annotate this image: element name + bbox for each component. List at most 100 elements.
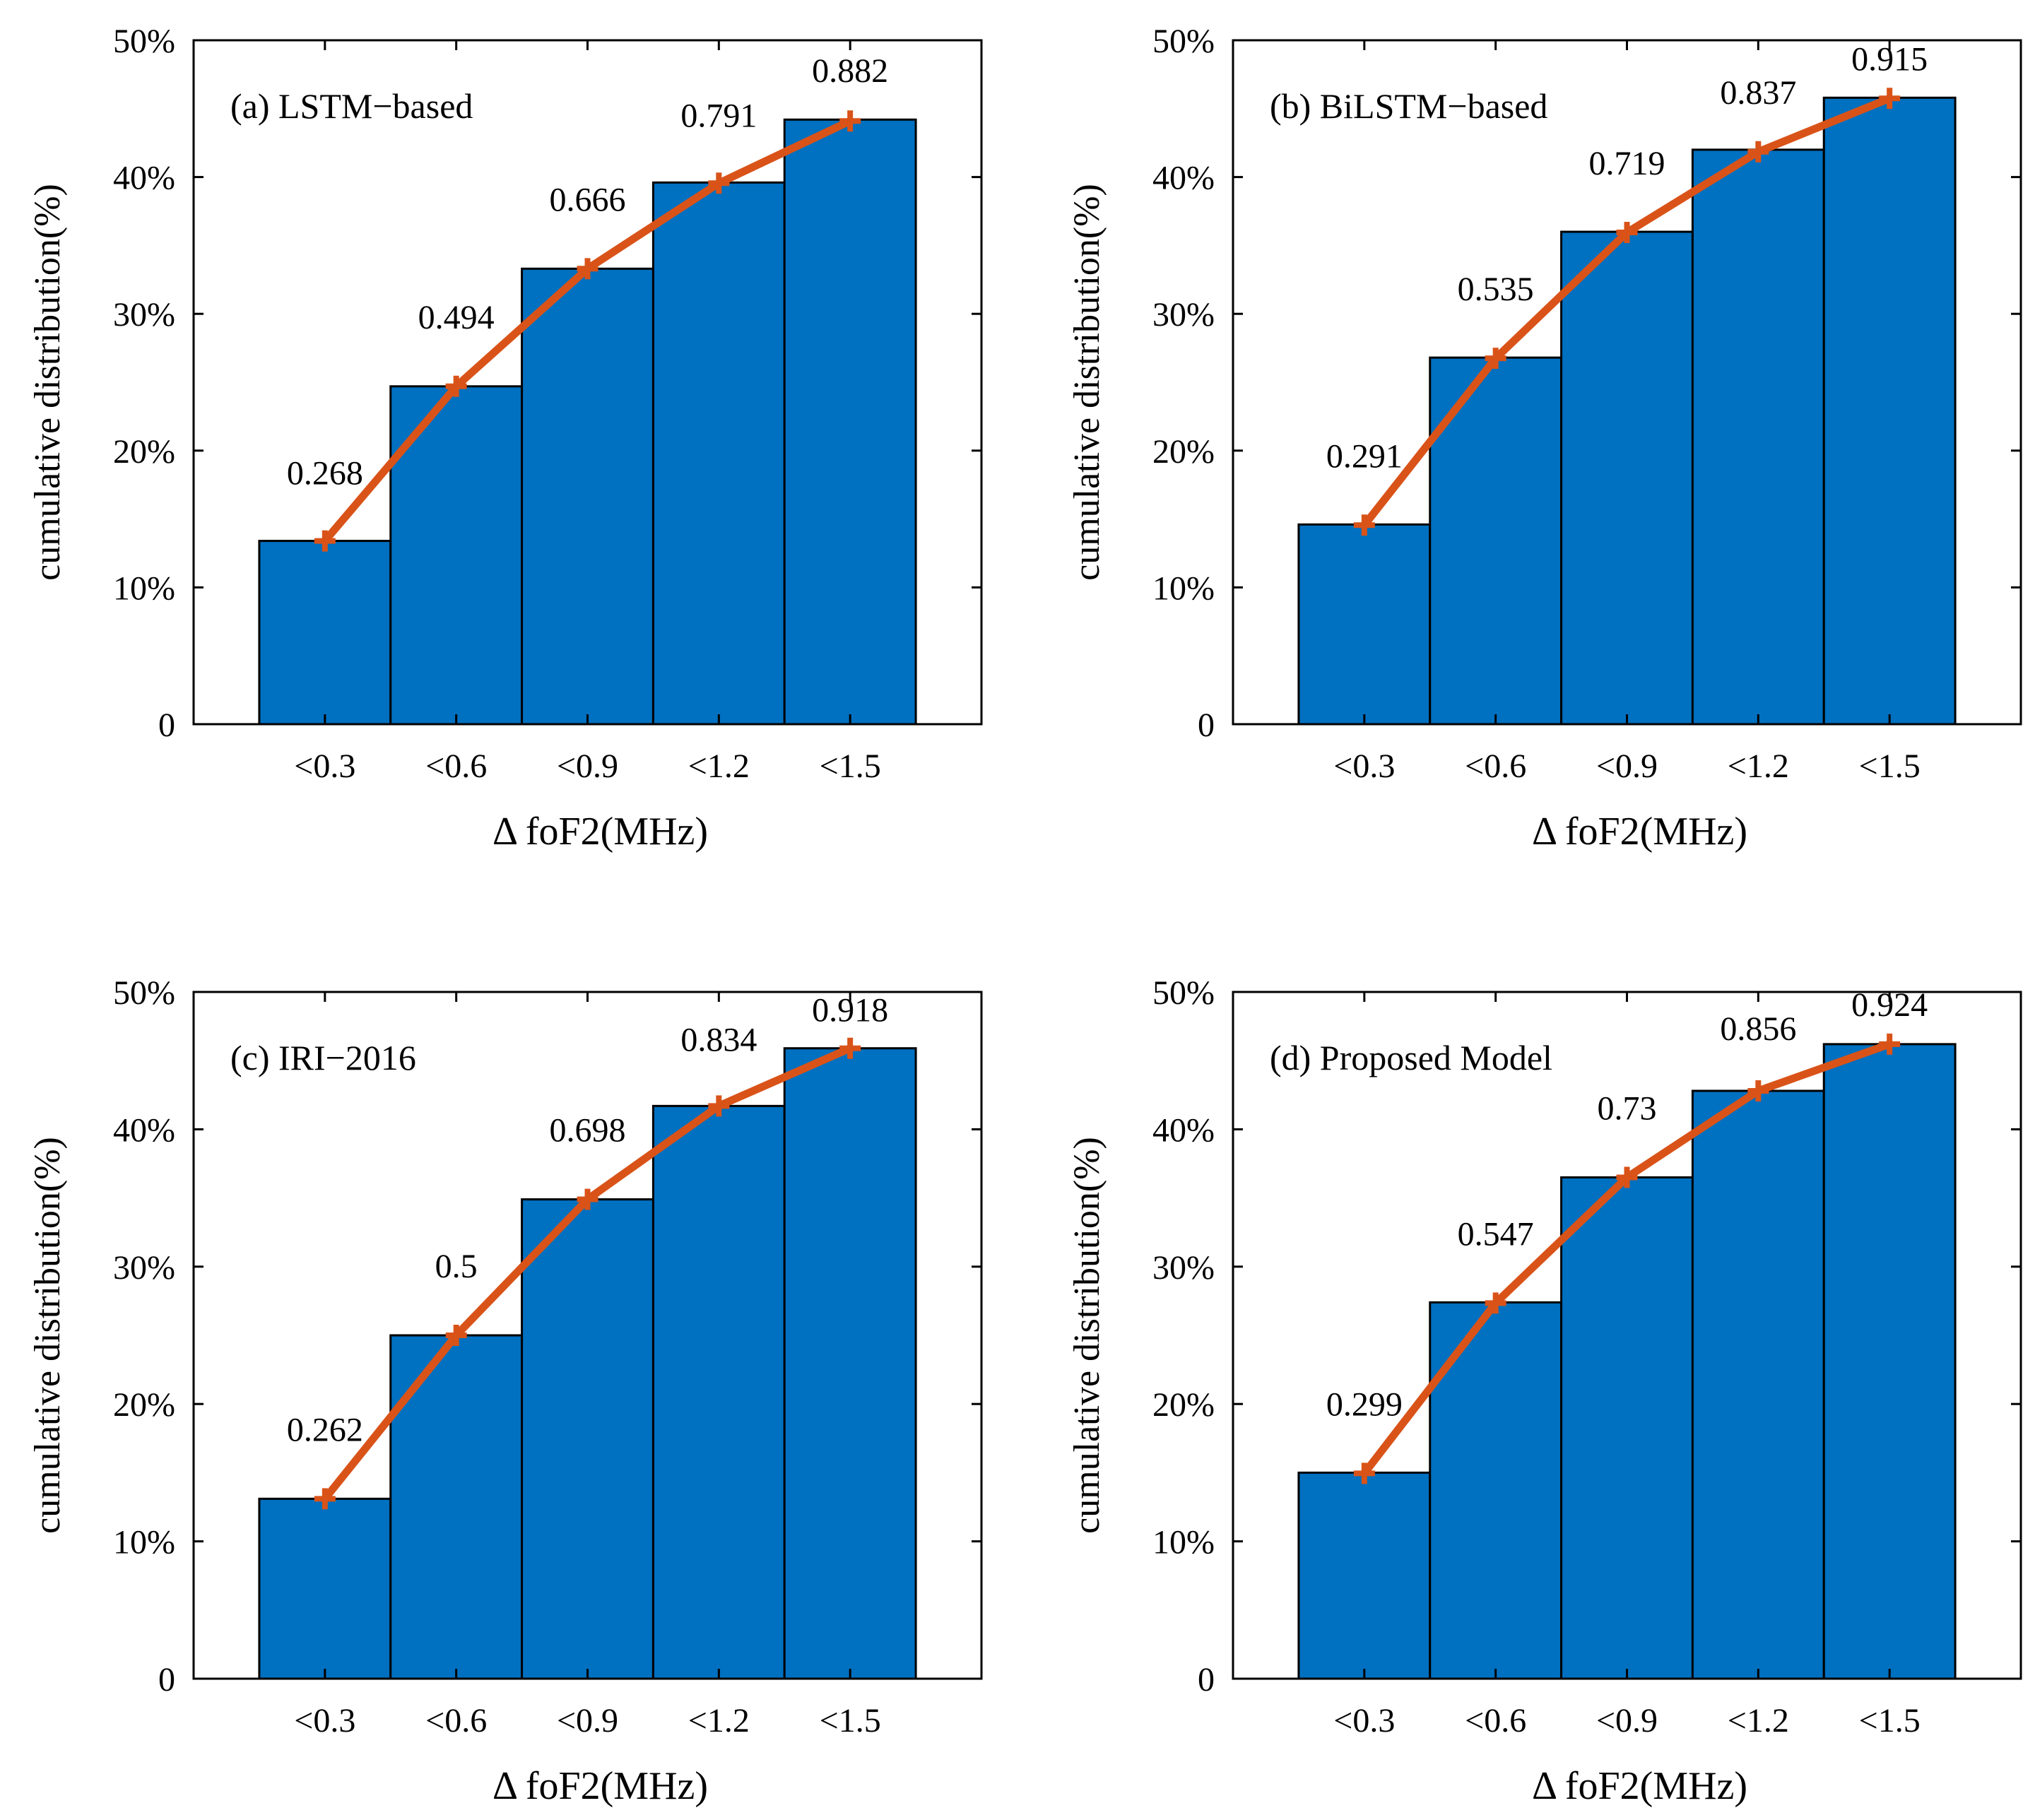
data-label: 0.882 <box>812 52 888 90</box>
y-axis-label: cumulative distribution(%) <box>1067 1137 1107 1534</box>
bar <box>521 1198 654 1680</box>
line-marker <box>839 110 861 132</box>
data-label: 0.698 <box>550 1112 626 1150</box>
x-axis-label: Δ foF2(MHz) <box>492 1764 708 1808</box>
y-tick-label: 40% <box>113 1111 175 1149</box>
x-tick-label: <1.2 <box>1728 1702 1789 1739</box>
x-tick-label: <0.9 <box>1596 748 1658 785</box>
x-tick-label: <0.6 <box>425 748 487 785</box>
data-label: 0.291 <box>1326 437 1403 475</box>
data-label: 0.494 <box>418 299 495 336</box>
data-label: 0.856 <box>1720 1010 1796 1048</box>
data-label: 0.834 <box>680 1021 757 1058</box>
y-tick-label: 40% <box>1152 160 1215 197</box>
line-marker <box>839 1037 861 1059</box>
line-marker <box>314 1488 336 1510</box>
x-tick-label: <1.5 <box>1859 748 1921 785</box>
x-axis-label: Δ foF2(MHz) <box>492 810 708 853</box>
bar <box>1691 1089 1825 1680</box>
x-tick-label: <0.3 <box>1333 748 1395 785</box>
y-tick-label: 50% <box>1152 974 1215 1012</box>
y-tick-label: 0 <box>158 1661 175 1698</box>
x-tick-label: <0.9 <box>1596 1702 1658 1739</box>
line-marker <box>1879 88 1901 110</box>
line-marker <box>1616 1166 1638 1188</box>
line-marker <box>708 172 730 194</box>
x-tick-label: <0.6 <box>425 1702 487 1739</box>
y-tick-label: 30% <box>113 1249 175 1287</box>
y-tick-label: 10% <box>1152 569 1215 607</box>
data-label: 0.535 <box>1458 271 1534 308</box>
x-tick-label: <1.2 <box>688 748 750 785</box>
x-tick-label: <0.6 <box>1465 748 1526 785</box>
y-tick-label: 30% <box>1152 1249 1215 1287</box>
y-tick-label: 50% <box>113 23 175 60</box>
line-marker <box>1353 1462 1375 1484</box>
y-tick-label: 20% <box>1152 1386 1215 1424</box>
panel-title: (b) BiLSTM−based <box>1270 86 1547 126</box>
x-tick-label: <0.9 <box>557 748 618 785</box>
line-marker <box>314 530 336 552</box>
line-marker <box>1353 514 1375 536</box>
chart-panel-4: 0 10% 20% 30% 40% 50% <0.3 <0.6 <0.9 <1.2 <1.5 0.29… <box>1067 974 2022 1808</box>
bar <box>258 1497 392 1680</box>
x-tick-label: <0.9 <box>557 1702 618 1739</box>
line-marker <box>1485 348 1506 370</box>
line-marker <box>1616 222 1638 244</box>
y-tick-label: 10% <box>1152 1524 1215 1561</box>
y-tick-label: 50% <box>1152 23 1215 60</box>
panel-title: (c) IRI−2016 <box>230 1038 416 1077</box>
x-tick-label: <1.2 <box>1728 748 1789 785</box>
y-tick-label: 50% <box>113 974 175 1012</box>
panel-title: (a) LSTM−based <box>230 86 473 126</box>
bar <box>1822 1043 1957 1680</box>
data-label: 0.918 <box>812 992 888 1029</box>
y-tick-label: 20% <box>113 433 175 471</box>
y-tick-label: 30% <box>113 296 175 333</box>
data-label: 0.299 <box>1326 1385 1403 1423</box>
x-tick-label: <0.3 <box>294 748 355 785</box>
y-tick-label: 0 <box>1198 1661 1215 1698</box>
x-tick-label: <0.6 <box>1465 1702 1526 1739</box>
line-marker <box>1747 1080 1769 1101</box>
data-label: 0.719 <box>1589 145 1665 182</box>
data-label: 0.924 <box>1851 986 1928 1024</box>
y-tick-label: 0 <box>1198 707 1215 744</box>
data-label: 0.547 <box>1458 1215 1534 1253</box>
bar <box>783 1047 917 1680</box>
bar <box>521 267 654 726</box>
bar <box>1560 1176 1694 1680</box>
x-axis-label: Δ foF2(MHz) <box>1532 810 1747 853</box>
data-label: 0.268 <box>287 455 363 492</box>
y-tick-label: 20% <box>1152 433 1215 471</box>
x-axis-label: Δ foF2(MHz) <box>1532 1764 1747 1808</box>
line-marker <box>708 1095 730 1117</box>
bar <box>651 1104 786 1680</box>
y-tick-label: 0 <box>158 707 175 744</box>
data-label: 0.5 <box>435 1248 478 1285</box>
bar <box>1691 148 1825 726</box>
line-marker <box>577 258 598 280</box>
y-tick-label: 40% <box>1152 1111 1215 1149</box>
y-tick-label: 30% <box>1152 296 1215 333</box>
data-label: 0.837 <box>1720 74 1796 112</box>
x-tick-label: <1.5 <box>820 748 881 785</box>
bar <box>1560 230 1694 726</box>
x-tick-label: <1.2 <box>688 1702 750 1739</box>
data-label: 0.666 <box>550 181 626 218</box>
y-axis-label: cumulative distribution(%) <box>28 184 68 581</box>
data-label: 0.262 <box>287 1411 363 1448</box>
bar <box>258 540 392 726</box>
y-axis-label: cumulative distribution(%) <box>28 1137 68 1534</box>
line-marker <box>577 1188 598 1210</box>
x-tick-label: <0.3 <box>294 1702 355 1739</box>
bar <box>1297 523 1432 726</box>
line-marker <box>1485 1292 1506 1314</box>
line-marker <box>445 375 467 397</box>
bar <box>651 181 786 726</box>
bar <box>1297 1471 1432 1680</box>
chart-panel-1: 0 10% 20% 30% 40% 50% <0.3 <0.6 <0.9 <1.2 <1.5 0.26… <box>28 23 983 853</box>
panel-title: (d) Proposed Model <box>1270 1038 1552 1077</box>
chart-panel-3: 0 10% 20% 30% 40% 50% <0.3 <0.6 <0.9 <1.2 <1.5 0.26… <box>28 974 983 1808</box>
